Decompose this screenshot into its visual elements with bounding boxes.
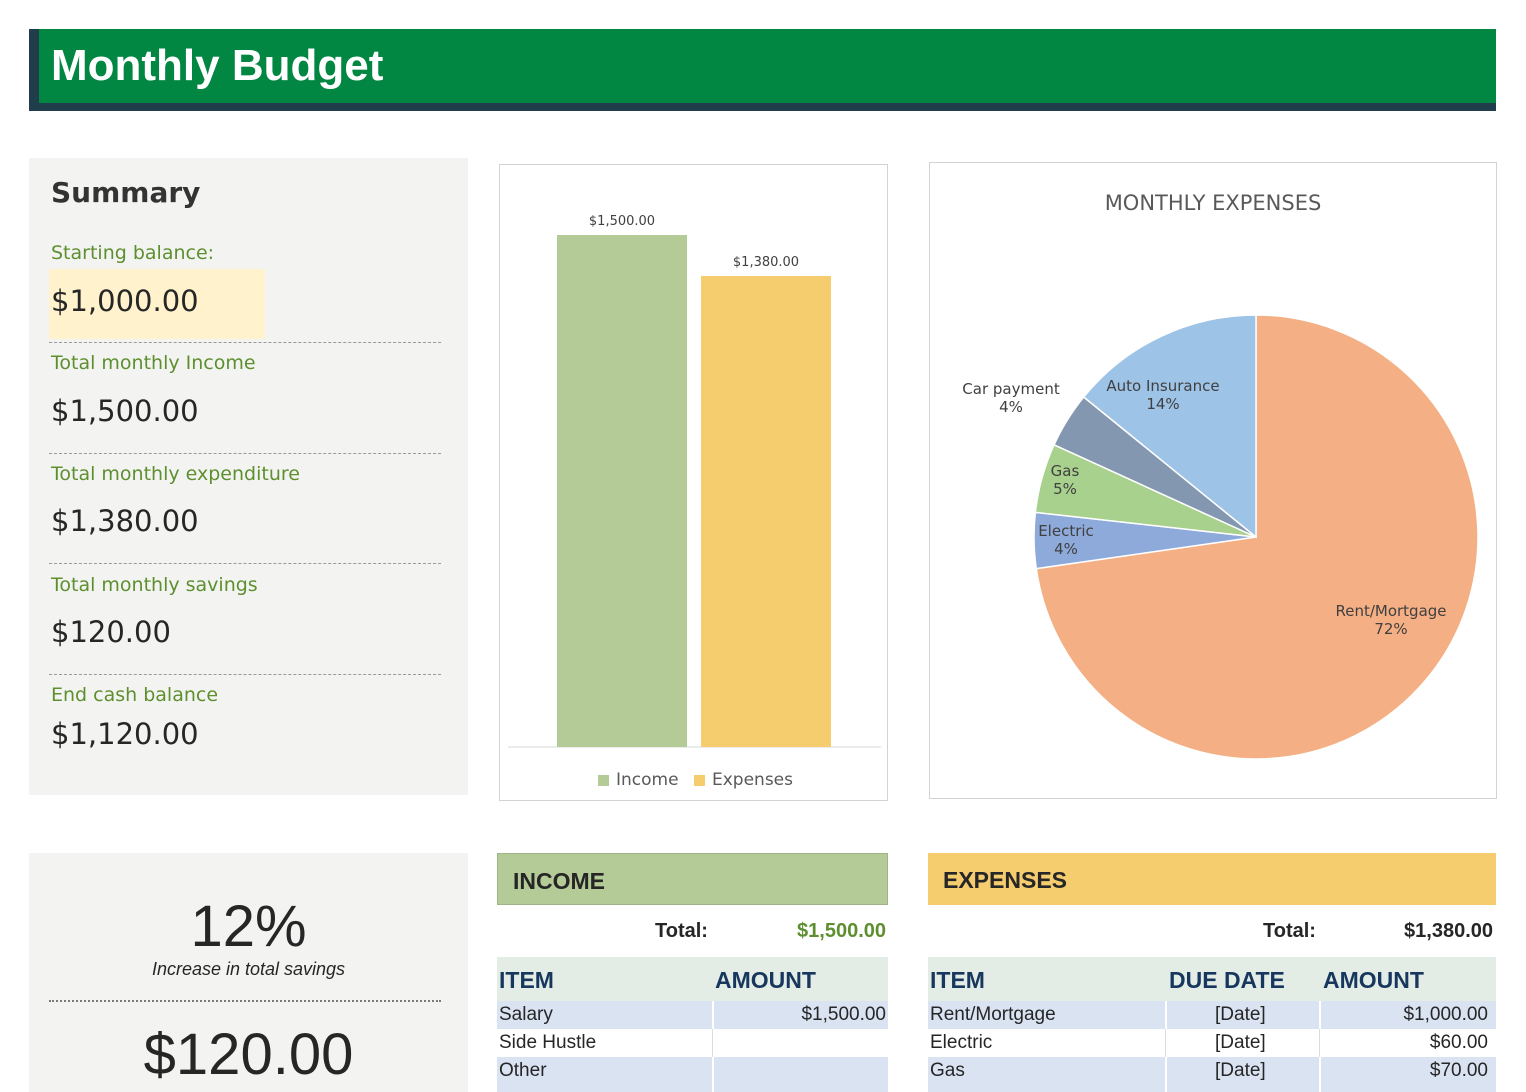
- banner-underline: [29, 103, 1496, 111]
- legend-label-expenses: Expenses: [712, 770, 793, 790]
- cell-separator: [1165, 1001, 1167, 1029]
- income-col-item[interactable]: ITEM: [499, 967, 554, 993]
- summary-divider: [49, 342, 441, 343]
- bar-expenses[interactable]: [701, 275, 831, 747]
- table-row[interactable]: Rent/Mortgage [Date] $1,000.00: [928, 1001, 1496, 1029]
- pie-label-electric: Electric: [1038, 522, 1094, 540]
- starting-balance-value[interactable]: $1,000.00: [51, 284, 199, 318]
- table-row[interactable]: Side Hustle: [497, 1029, 888, 1057]
- pie-label-rent-mortgage: Rent/Mortgage: [1335, 602, 1446, 620]
- total-expenditure-label: Total monthly expenditure: [51, 463, 300, 485]
- expenses-total-label: Total:: [1263, 920, 1316, 942]
- expenses-row-due: [Date]: [1215, 1004, 1266, 1025]
- summary-divider: [49, 563, 441, 564]
- starting-balance-label: Starting balance:: [51, 242, 215, 264]
- pie-percent-rent-mortgage: 72%: [1374, 620, 1407, 638]
- total-savings-label: Total monthly savings: [51, 574, 258, 596]
- savings-percent-label: Increase in total savings: [151, 959, 346, 979]
- expenses-row-due: [Date]: [1215, 1060, 1266, 1081]
- cell-separator: [1319, 1057, 1321, 1092]
- income-total-value[interactable]: $1,500.00: [797, 920, 886, 942]
- income-total-row: Total: $1,500.00: [497, 905, 888, 957]
- expenses-row-item: Rent/Mortgage: [930, 1004, 1056, 1025]
- pie-label-auto-insurance: Auto Insurance: [1106, 377, 1219, 395]
- bar-chart-svg: $1,500.00 $1,380.00 Income Expenses: [508, 214, 881, 790]
- expenses-col-due-date[interactable]: DUE DATE: [1169, 967, 1285, 993]
- cell-separator: [1319, 1029, 1320, 1057]
- income-table: INCOME Total: $1,500.00 ITEM AMOUNT Sala…: [497, 853, 888, 1092]
- cell-separator: [712, 1057, 714, 1092]
- legend-swatch-expenses: [694, 775, 705, 786]
- savings-percent: 12%: [190, 894, 307, 959]
- income-total-label: Total:: [655, 920, 708, 942]
- end-balance-label: End cash balance: [51, 684, 219, 706]
- pie-slice-auto-insurance[interactable]: [1082, 314, 1257, 539]
- expenses-row-amount: $60.00: [1429, 1032, 1488, 1053]
- monthly-expenses-chart[interactable]: MONTHLY EXPENSES Rent/Mortgage 72% Electric…: [929, 162, 1497, 799]
- expenses-total-value[interactable]: $1,380.00: [1404, 920, 1493, 942]
- bar-income[interactable]: [557, 235, 687, 747]
- cell-separator: [712, 1029, 713, 1057]
- pie-label-gas: Gas: [1051, 462, 1080, 480]
- summary-heading: Summary: [51, 176, 201, 209]
- banner-accent: [29, 29, 39, 111]
- pie-percent-car-payment: 4%: [999, 398, 1023, 416]
- legend-swatch-income: [598, 775, 609, 786]
- expenses-row-amount: $70.00: [1429, 1060, 1488, 1081]
- expenses-column-headers: ITEM DUE DATE AMOUNT: [928, 957, 1496, 1001]
- income-table-header: INCOME: [497, 853, 888, 905]
- expenses-table: EXPENSES Total: $1,380.00 ITEM DUE DATE …: [928, 853, 1496, 1092]
- title-banner: Monthly Budget: [29, 29, 1496, 111]
- total-income-label: Total monthly Income: [51, 352, 256, 374]
- savings-divider: [49, 1000, 441, 1002]
- pie-slice-rent-mortgage[interactable]: [1035, 314, 1479, 760]
- income-table-title: INCOME: [513, 868, 605, 894]
- bar-data-label: $1,500.00: [589, 214, 655, 229]
- cell-separator: [712, 1001, 714, 1029]
- end-balance-value: $1,120.00: [51, 717, 199, 751]
- expenses-table-header: EXPENSES: [928, 853, 1496, 905]
- income-row-item: Side Hustle: [499, 1032, 597, 1053]
- expenses-row-amount: $1,000.00: [1403, 1004, 1488, 1025]
- table-row[interactable]: Salary $1,500.00: [497, 1001, 888, 1029]
- expenses-table-title: EXPENSES: [943, 867, 1067, 893]
- total-income-value: $1,500.00: [51, 394, 199, 428]
- savings-amount: $120.00: [143, 1022, 354, 1087]
- pie-percent-auto-insurance: 14%: [1146, 395, 1179, 413]
- cell-separator: [1165, 1057, 1167, 1092]
- summary-divider: [49, 674, 441, 675]
- income-col-amount[interactable]: AMOUNT: [715, 967, 816, 993]
- cell-separator: [1165, 1029, 1166, 1057]
- table-row[interactable]: Gas [Date] $70.00: [928, 1057, 1496, 1092]
- income-vs-expenses-chart[interactable]: $1,500.00 $1,380.00 Income Expenses: [499, 164, 888, 801]
- expenses-row-item: Electric: [930, 1032, 993, 1053]
- savings-panel: 12% Increase in total savings $120.00: [29, 853, 468, 1092]
- starting-balance-highlight[interactable]: [49, 269, 265, 339]
- total-savings-value: $120.00: [51, 615, 171, 649]
- summary-panel: Summary Starting balance: $1,000.00 Tota…: [29, 158, 468, 795]
- pie-percent-gas: 5%: [1053, 480, 1077, 498]
- page-title: Monthly Budget: [51, 41, 384, 90]
- pie-title: MONTHLY EXPENSES: [1105, 191, 1322, 215]
- income-row-item: Other: [499, 1060, 547, 1081]
- income-row-amount: $1,500.00: [801, 1004, 886, 1025]
- legend-label-income: Income: [616, 770, 679, 790]
- expenses-col-item[interactable]: ITEM: [930, 967, 985, 993]
- pie-label-car-payment: Car payment: [962, 380, 1060, 398]
- table-row[interactable]: Electric [Date] $60.00: [928, 1029, 1496, 1057]
- expenses-row-due: [Date]: [1215, 1032, 1266, 1053]
- cell-separator: [1319, 1001, 1321, 1029]
- expenses-total-row: Total: $1,380.00: [928, 905, 1496, 957]
- income-row-item: Salary: [499, 1004, 553, 1025]
- expenses-col-amount[interactable]: AMOUNT: [1323, 967, 1424, 993]
- pie-percent-electric: 4%: [1054, 540, 1078, 558]
- table-row[interactable]: Other: [497, 1057, 888, 1092]
- total-expenditure-value: $1,380.00: [51, 504, 199, 538]
- income-column-headers: ITEM AMOUNT: [497, 957, 888, 1001]
- expenses-row-item: Gas: [930, 1060, 965, 1081]
- bar-data-label: $1,380.00: [733, 255, 799, 270]
- summary-divider: [49, 453, 441, 454]
